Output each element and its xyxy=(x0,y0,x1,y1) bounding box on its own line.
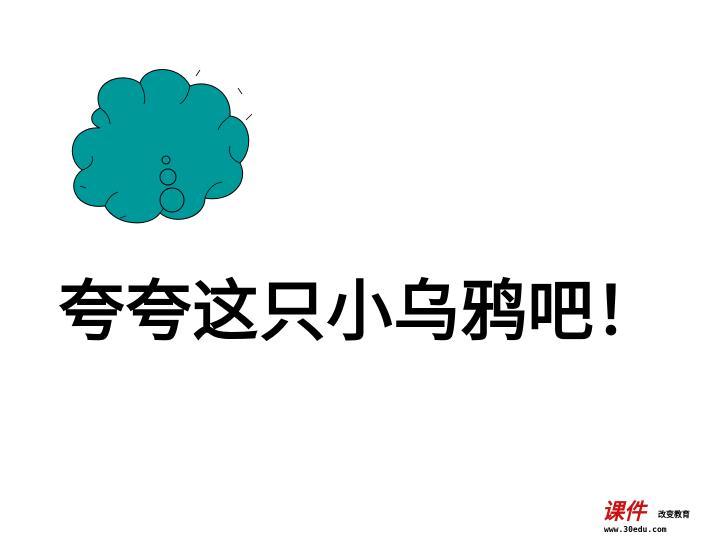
logo-mark: 课件 xyxy=(602,499,647,525)
brand-logo: 课件 改变教育 www.30edu.com xyxy=(602,500,714,536)
logo-url: www.30edu.com xyxy=(604,525,667,534)
thought-cloud-icon xyxy=(71,69,253,224)
slide-headline: 夸夸这只小乌鸦吧！ xyxy=(58,273,662,350)
logo-tagline: 改变教育 xyxy=(658,510,690,519)
